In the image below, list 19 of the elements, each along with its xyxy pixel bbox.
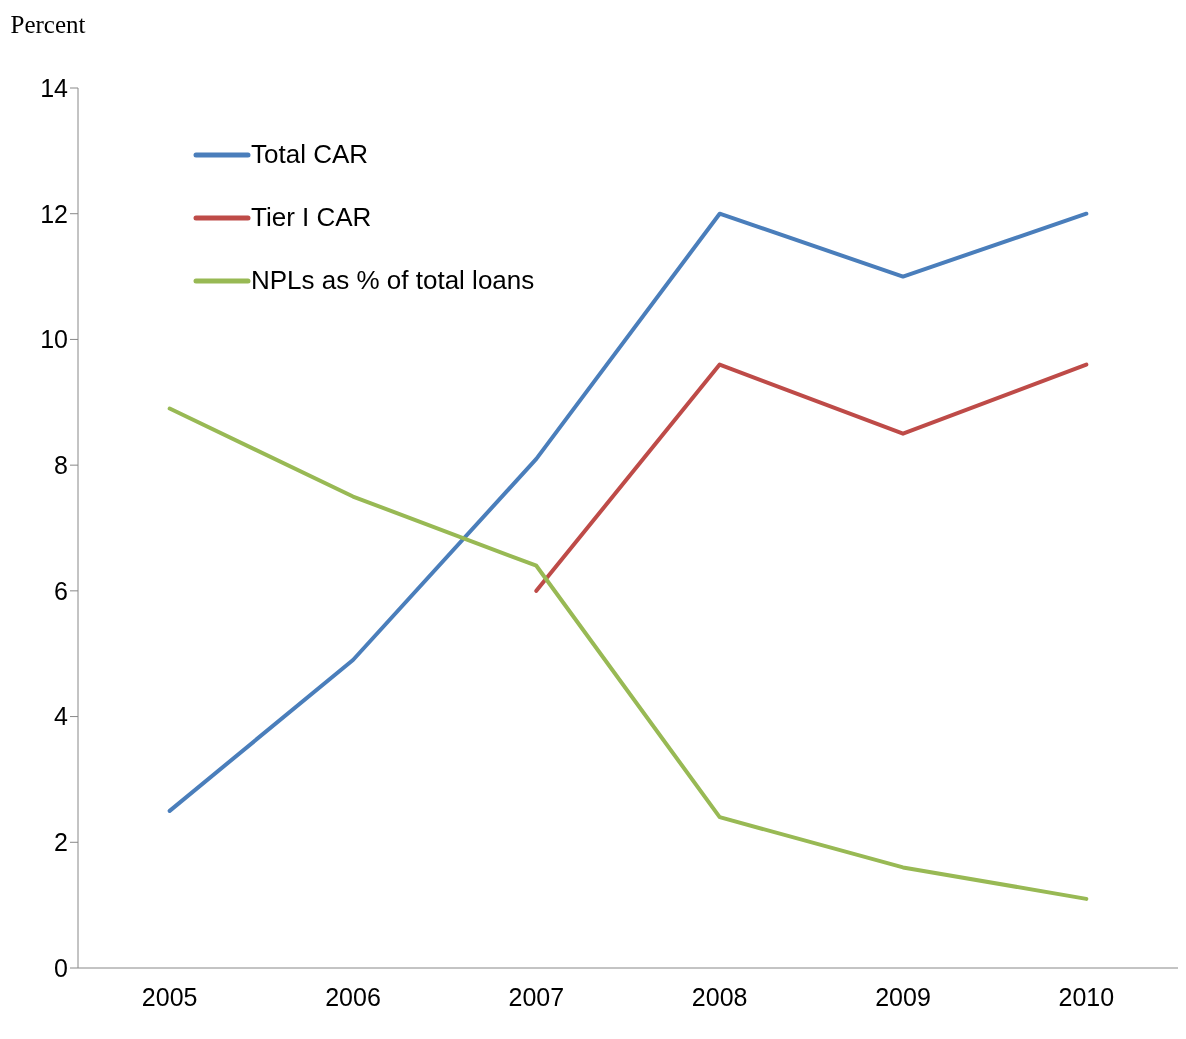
x-tick-label: 2008 bbox=[691, 982, 748, 1011]
y-tick-label: 2 bbox=[54, 828, 68, 857]
legend-label: Tier I CAR bbox=[251, 202, 372, 233]
y-tick-label: 10 bbox=[40, 325, 68, 354]
y-tick-label: 0 bbox=[54, 953, 68, 982]
y-tick-label: 8 bbox=[54, 451, 68, 480]
x-tick-label: 2007 bbox=[508, 982, 565, 1011]
y-tick-label: 4 bbox=[54, 702, 69, 731]
x-tick-label: 2005 bbox=[141, 982, 198, 1011]
legend-label: Total CAR bbox=[251, 139, 369, 170]
line-series bbox=[167, 406, 1089, 901]
legend-label: NPLs as % of total loans bbox=[251, 265, 535, 296]
x-tick-label: 2009 bbox=[875, 982, 931, 1011]
y-axis-title: Percent bbox=[10, 11, 86, 38]
y-tick-label: 14 bbox=[40, 73, 69, 102]
x-tick-label: 2006 bbox=[325, 982, 381, 1011]
x-tick-label: 2010 bbox=[1058, 982, 1115, 1011]
y-tick-label: 6 bbox=[54, 576, 68, 605]
y-tick-label: 12 bbox=[40, 199, 68, 228]
